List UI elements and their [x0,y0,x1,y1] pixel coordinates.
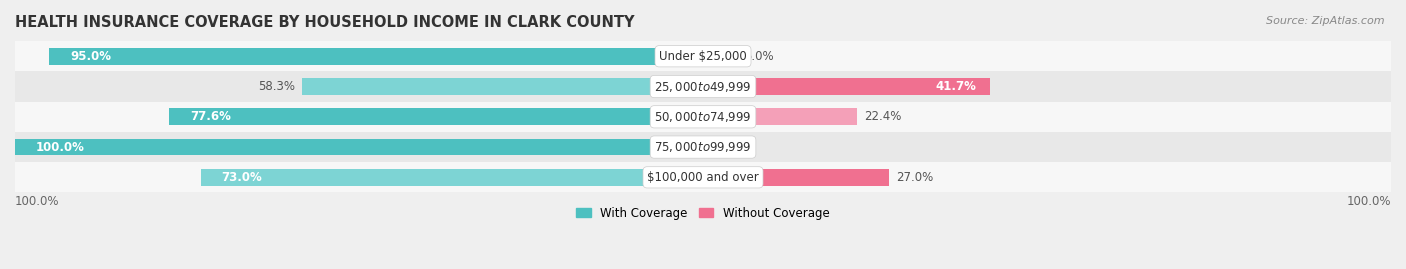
Text: 5.0%: 5.0% [744,50,773,63]
Text: 77.6%: 77.6% [190,110,231,123]
Bar [49,48,703,65]
Bar [15,71,1391,102]
Text: Under $25,000: Under $25,000 [659,50,747,63]
Text: 22.4%: 22.4% [865,110,901,123]
Text: Source: ZipAtlas.com: Source: ZipAtlas.com [1267,16,1385,26]
Bar [703,169,889,186]
Bar [15,162,1391,193]
Bar [201,169,703,186]
Bar [15,139,703,155]
Bar [703,108,858,125]
Bar [15,132,1391,162]
Text: $50,000 to $74,999: $50,000 to $74,999 [654,110,752,124]
Text: 27.0%: 27.0% [896,171,934,184]
Text: 100.0%: 100.0% [35,141,84,154]
Text: 100.0%: 100.0% [15,195,59,208]
Text: $100,000 and over: $100,000 and over [647,171,759,184]
Text: 58.3%: 58.3% [259,80,295,93]
Text: $25,000 to $49,999: $25,000 to $49,999 [654,80,752,94]
Legend: With Coverage, Without Coverage: With Coverage, Without Coverage [572,202,834,224]
Bar [169,108,703,125]
Text: 41.7%: 41.7% [935,80,976,93]
Text: HEALTH INSURANCE COVERAGE BY HOUSEHOLD INCOME IN CLARK COUNTY: HEALTH INSURANCE COVERAGE BY HOUSEHOLD I… [15,15,634,30]
Bar [302,78,703,95]
Text: 95.0%: 95.0% [70,50,111,63]
Bar [703,78,990,95]
Bar [15,102,1391,132]
Text: 73.0%: 73.0% [221,171,262,184]
Bar [15,41,1391,71]
Bar [703,48,737,65]
Text: $75,000 to $99,999: $75,000 to $99,999 [654,140,752,154]
Text: 0.0%: 0.0% [710,141,740,154]
Text: 100.0%: 100.0% [1347,195,1391,208]
